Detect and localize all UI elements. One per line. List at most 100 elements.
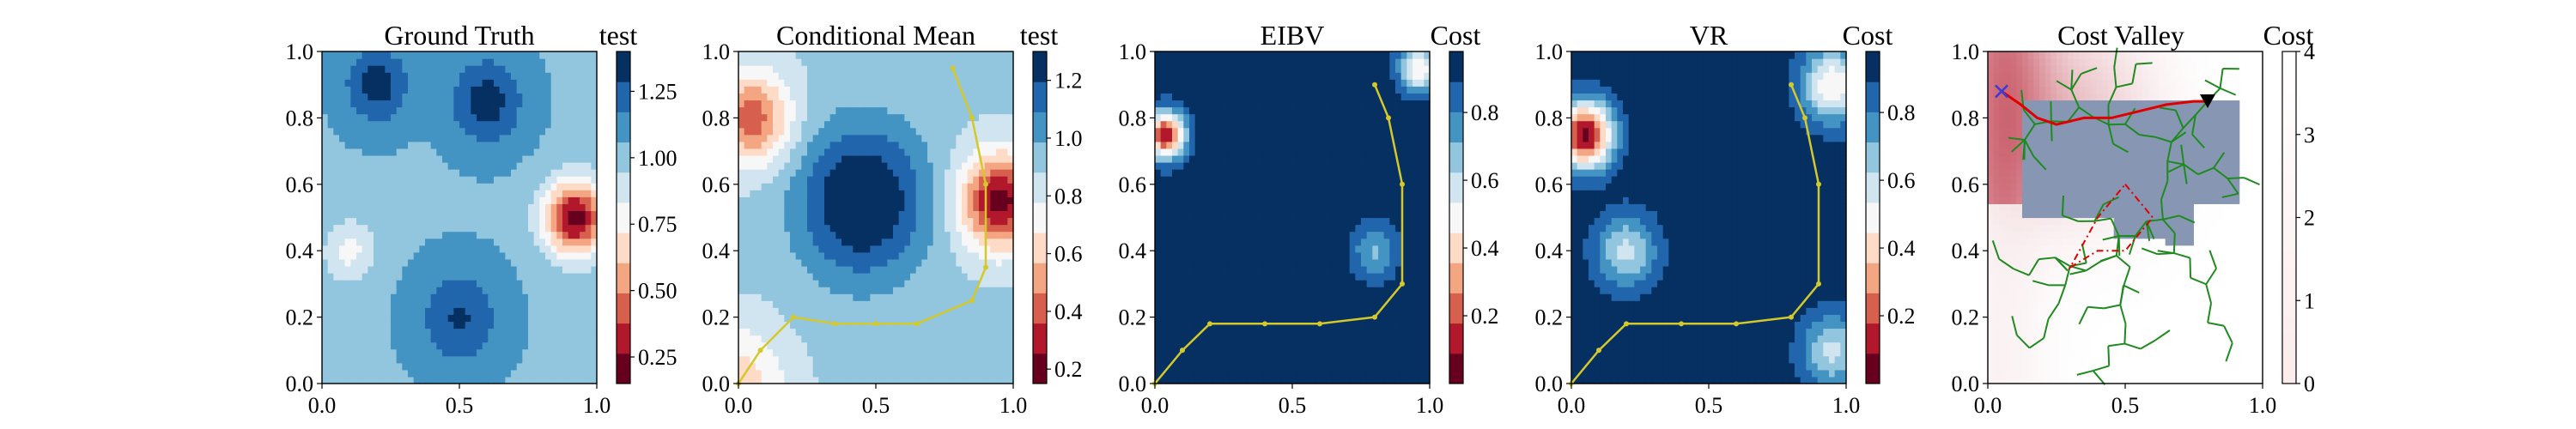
heatmap-cell — [784, 273, 791, 281]
heatmap-cell — [887, 113, 894, 122]
heatmap-cell — [829, 141, 836, 149]
heatmap-cell — [396, 328, 403, 336]
heatmap-cell — [750, 307, 756, 315]
heatmap-cell — [790, 265, 797, 274]
heatmap-cell — [568, 106, 574, 115]
heatmap-cell — [522, 355, 529, 364]
heatmap-cell — [773, 355, 780, 364]
heatmap-cell — [361, 176, 368, 184]
heatmap-cell — [379, 273, 386, 281]
heatmap-cell — [408, 341, 415, 350]
heatmap-cell — [385, 120, 392, 129]
heatmap-cell — [864, 280, 871, 287]
heatmap-cell — [482, 169, 489, 177]
heatmap-cell — [824, 72, 831, 80]
heatmap-cell — [419, 134, 426, 142]
heatmap-cell — [494, 376, 501, 384]
heatmap-cell — [973, 183, 980, 190]
heatmap-cell — [533, 196, 540, 204]
heatmap-cell — [984, 196, 991, 204]
heatmap-cell — [408, 280, 415, 287]
heatmap-cell — [425, 127, 432, 136]
heatmap-cell — [756, 217, 762, 226]
heatmap-cell — [419, 176, 426, 184]
heatmap-cell — [396, 321, 403, 329]
heatmap-cell — [522, 217, 529, 226]
heatmap-cell — [550, 113, 557, 122]
heatmap-cell — [956, 321, 963, 329]
heatmap-cell — [996, 231, 1003, 239]
heatmap-cell — [545, 265, 552, 274]
heatmap-cell — [853, 245, 860, 253]
heatmap-cell — [990, 293, 997, 301]
heatmap-cell — [835, 169, 842, 177]
heatmap-cell — [368, 141, 374, 149]
heatmap-cell — [550, 93, 557, 101]
heatmap-cell — [574, 293, 580, 301]
heatmap-cell — [876, 293, 883, 301]
heatmap-cell — [1007, 203, 1014, 212]
heatmap-cell — [829, 113, 836, 122]
heatmap-cell — [533, 314, 540, 323]
heatmap-cell — [368, 113, 374, 122]
heatmap-cell — [984, 369, 991, 378]
heatmap-cell — [996, 196, 1003, 204]
heatmap-cell — [327, 238, 334, 246]
heatmap-cell — [893, 210, 900, 219]
heatmap-cell — [910, 369, 917, 378]
heatmap-cell — [744, 280, 750, 287]
heatmap-cell — [471, 176, 477, 184]
heatmap-cell — [339, 273, 346, 281]
heatmap-cell — [556, 341, 563, 350]
heatmap-cell — [1001, 376, 1008, 384]
heatmap-cell — [887, 58, 894, 66]
heatmap-cell — [361, 348, 368, 357]
heatmap-cell — [847, 314, 854, 323]
heatmap-cell — [915, 169, 922, 177]
heatmap-cell — [738, 190, 745, 197]
heatmap-cell — [413, 93, 420, 101]
heatmap-cell — [876, 307, 883, 315]
heatmap-cell — [801, 328, 808, 336]
heatmap-cell — [528, 321, 535, 329]
heatmap-cell — [436, 369, 443, 378]
heatmap-cell — [979, 203, 986, 212]
heatmap-cell — [516, 362, 523, 371]
heatmap-cell — [1155, 196, 1162, 204]
heatmap-cell — [818, 287, 825, 294]
heatmap-cell — [1172, 300, 1179, 308]
heatmap-cell — [904, 369, 911, 378]
heatmap-cell — [1172, 341, 1179, 350]
heatmap-cell — [876, 376, 883, 384]
heatmap-cell — [956, 190, 963, 197]
heatmap-cell — [459, 134, 466, 142]
heatmap-cell — [556, 265, 563, 274]
heatmap-cell — [881, 238, 888, 246]
heatmap-cell — [750, 273, 756, 281]
heatmap-cell — [528, 196, 535, 204]
heatmap-cell — [1155, 307, 1162, 315]
heatmap-cell — [973, 203, 980, 212]
heatmap-cell — [767, 265, 774, 274]
heatmap-cell — [396, 307, 403, 315]
heatmap-cell — [859, 154, 866, 163]
heatmap-cell — [996, 106, 1003, 115]
heatmap-cell — [442, 210, 449, 219]
heatmap-cell — [939, 58, 945, 66]
heatmap-cell — [790, 280, 797, 287]
heatmap-cell — [824, 148, 831, 156]
heatmap-cell — [477, 162, 483, 170]
heatmap-cell — [350, 169, 357, 177]
heatmap-cell — [1007, 127, 1014, 136]
heatmap-cell — [322, 58, 329, 66]
heatmap-cell — [801, 258, 808, 267]
heatmap-cell — [801, 203, 808, 212]
heatmap-cell — [927, 65, 934, 73]
heatmap-cell — [327, 86, 334, 94]
heatmap-cell — [413, 190, 420, 197]
heatmap-cell — [847, 245, 854, 253]
heatmap-cell — [984, 203, 991, 212]
heatmap-cell — [350, 203, 357, 212]
heatmap-cell — [459, 217, 466, 226]
heatmap-cell — [921, 231, 928, 239]
